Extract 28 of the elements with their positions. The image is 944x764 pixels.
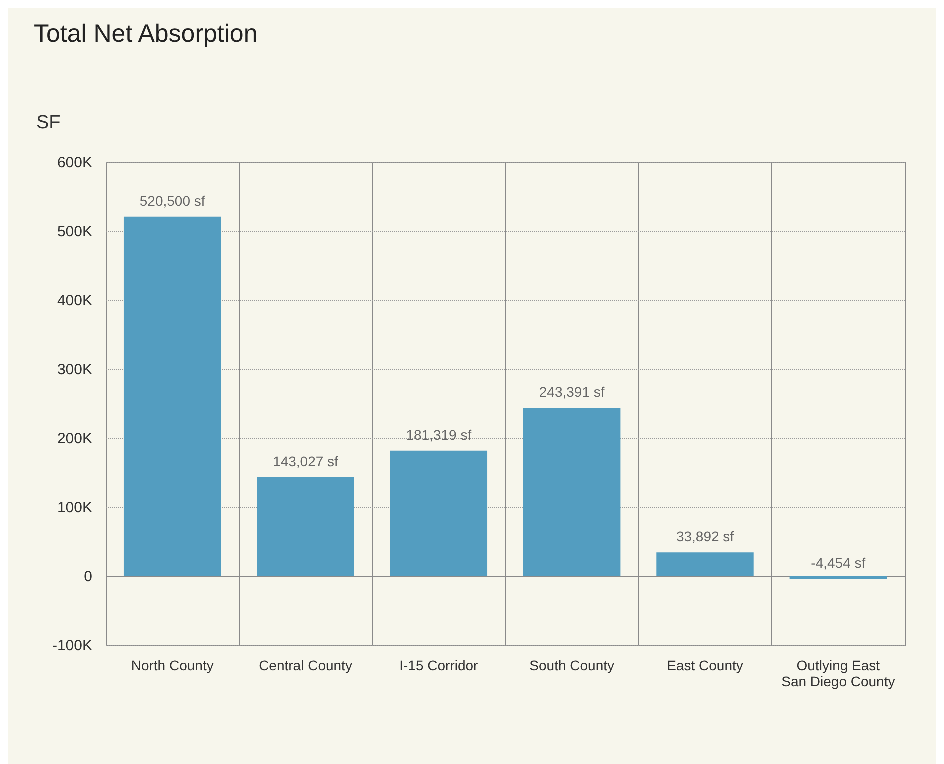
y-tick-label: 500K [57, 224, 92, 240]
data-label: 243,391 sf [539, 384, 605, 400]
data-label: -4,454 sf [811, 555, 866, 572]
x-tick-label: I-15 Corridor [400, 658, 479, 674]
x-tick-label: East County [667, 658, 744, 674]
data-label: 143,027 sf [273, 453, 339, 470]
x-tick-label: South County [530, 658, 615, 674]
data-label: 181,319 sf [406, 426, 472, 443]
bar [124, 216, 222, 576]
bar [790, 576, 888, 580]
bar [523, 408, 621, 576]
x-tick-label: North County [131, 658, 214, 674]
data-label: 520,500 sf [140, 192, 206, 209]
y-tick-label: 100K [57, 500, 92, 516]
y-tick-label: 400K [57, 292, 92, 310]
y-tick-label: 600K [57, 154, 92, 172]
bar [656, 552, 754, 576]
x-tick-label: Outlying East San Diego County [782, 658, 896, 690]
y-tick-label: 300K [57, 362, 92, 378]
y-axis-title: SF [36, 112, 61, 134]
y-tick-label: -100K [52, 638, 92, 654]
data-label: 33,892 sf [676, 528, 734, 545]
bar [390, 450, 488, 576]
bar [257, 477, 354, 576]
x-tick-label: Central County [259, 658, 352, 674]
chart-title: Total Net Absorption [34, 20, 258, 48]
y-tick-label: 0 [84, 568, 92, 586]
y-tick-label: 200K [57, 430, 92, 448]
